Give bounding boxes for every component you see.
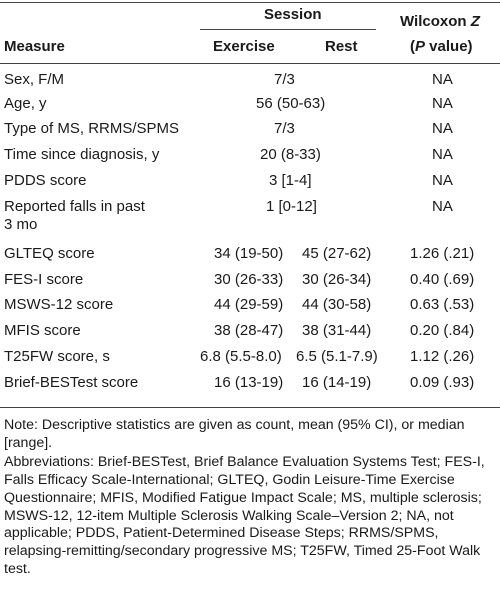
row-measure: Age, y	[4, 95, 47, 112]
row-combined-value: 7/3	[274, 120, 295, 137]
row-measure: Type of MS, RRMS/SPMS	[4, 120, 180, 137]
row-combined-value: 56 (50-63)	[256, 95, 326, 112]
row-rest: 45 (27-62)	[302, 245, 372, 262]
header-exercise: Exercise	[213, 38, 275, 55]
row-wilcoxon: NA	[432, 120, 453, 137]
row-wilcoxon: NA	[432, 71, 453, 88]
row-exercise: 6.8 (5.5-8.0)	[200, 348, 282, 365]
row-wilcoxon: NA	[432, 172, 453, 189]
header-wilcoxon-label: Wilcoxon	[400, 13, 467, 30]
row-measure: Time since diagnosis, y	[4, 146, 160, 163]
row-combined-value: 7/3	[274, 71, 295, 88]
row-measure: FES-I score	[4, 271, 84, 288]
row-measure: MFIS score	[4, 322, 81, 339]
row-rest: 30 (26-34)	[302, 271, 372, 288]
table-notes: Note: Descriptive statistics are given a…	[4, 417, 498, 579]
row-wilcoxon: NA	[432, 95, 453, 112]
row-wilcoxon: 0.20 (.84)	[410, 322, 475, 339]
header-measure: Measure	[4, 38, 65, 55]
row-measure: Reported falls in past	[4, 198, 145, 215]
row-combined-value: 1 [0-12]	[266, 198, 317, 215]
row-wilcoxon: NA	[432, 198, 453, 215]
row-measure: T25FW score, s	[4, 348, 110, 365]
header-rule	[0, 63, 500, 64]
header-session: Session	[264, 6, 322, 23]
row-exercise: 38 (28-47)	[214, 322, 284, 339]
row-rest: 44 (30-58)	[302, 296, 372, 313]
row-rest: 16 (14-19)	[302, 374, 372, 391]
row-measure: PDDS score	[4, 172, 87, 189]
note-text: Note: Descriptive statistics are given a…	[4, 417, 465, 451]
row-rest: 6.5 (5.1-7.9)	[296, 348, 378, 365]
row-measure: Brief-BESTest score	[4, 374, 139, 391]
row-measure: Sex, F/M	[4, 71, 65, 88]
row-combined-value: 3 [1-4]	[269, 172, 312, 189]
row-wilcoxon: 0.63 (.53)	[410, 296, 475, 313]
row-exercise: 16 (13-19)	[214, 374, 284, 391]
abbreviations-text: Abbreviations: Brief-BESTest, Brief Bala…	[4, 453, 485, 578]
row-wilcoxon: 1.26 (.21)	[410, 245, 475, 262]
session-rule	[200, 29, 376, 30]
row-wilcoxon: NA	[432, 146, 453, 163]
row-exercise: 34 (19-50)	[214, 245, 284, 262]
bottom-rule	[0, 407, 500, 408]
row-combined-value: 20 (8-33)	[260, 146, 321, 163]
header-rest: Rest	[325, 38, 358, 55]
row-wilcoxon: 0.09 (.93)	[410, 374, 475, 391]
header-wilcoxon-z: Z	[470, 13, 480, 30]
row-wilcoxon: 1.12 (.26)	[410, 348, 475, 365]
row-rest: 38 (31-44)	[302, 322, 372, 339]
row-exercise: 30 (26-33)	[214, 271, 284, 288]
row-measure-line2: 3 mo	[4, 216, 38, 233]
header-p-value: (P value)	[410, 38, 473, 55]
row-measure: MSWS-12 score	[4, 296, 114, 313]
header-wilcoxon: Wilcoxon Z	[400, 13, 480, 31]
row-exercise: 44 (29-59)	[214, 296, 284, 313]
top-rule	[0, 2, 500, 3]
row-measure: GLTEQ score	[4, 245, 95, 262]
row-wilcoxon: 0.40 (.69)	[410, 271, 475, 288]
